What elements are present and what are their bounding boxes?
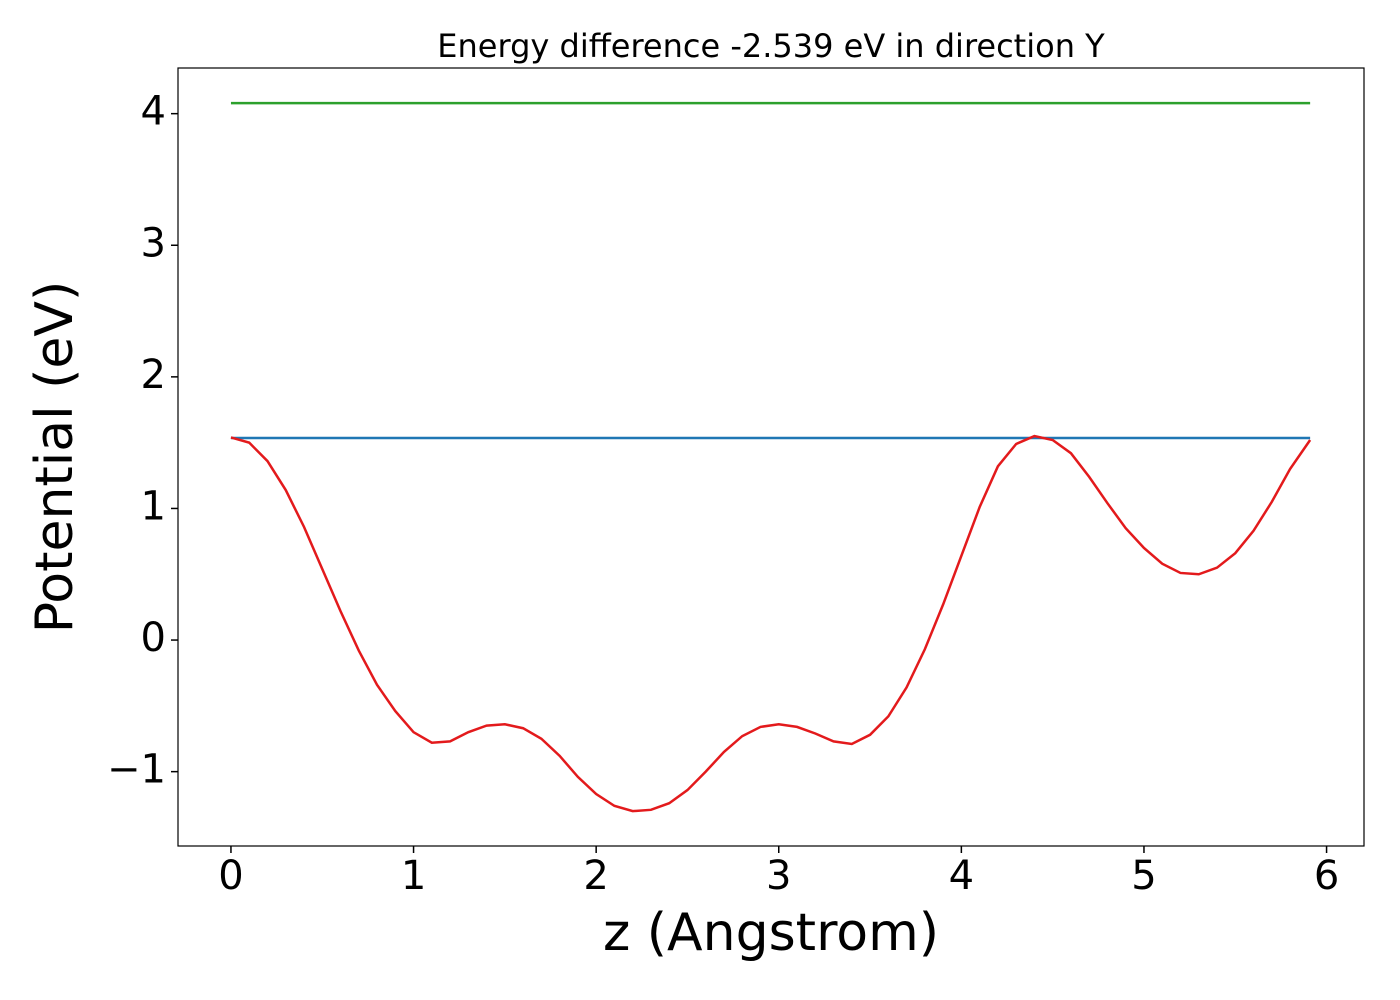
x-tick-label: 1 [401, 853, 426, 899]
x-tick-label: 5 [1131, 853, 1156, 899]
line [230, 434, 1312, 813]
y-tick-label: −1 [107, 747, 166, 793]
chart-title: Energy difference -2.539 eV in direction… [437, 27, 1105, 65]
x-tick-label: 6 [1314, 853, 1339, 899]
y-tick-label: 2 [141, 352, 166, 398]
x-tick-label: 3 [766, 853, 791, 899]
y-axis-label: Potential (eV) [25, 281, 85, 633]
x-tick-label: 0 [218, 853, 243, 899]
x-tick-label: 2 [583, 853, 608, 899]
y-tick-label: 3 [141, 220, 166, 266]
plot-frame [177, 67, 1365, 847]
x-tick-label: 4 [949, 853, 974, 899]
y-tick-label: 4 [141, 89, 166, 135]
y-tick-label: 0 [141, 615, 166, 661]
y-tick-label: 1 [141, 483, 166, 529]
x-axis-label: z (Angstrom) [603, 903, 939, 963]
